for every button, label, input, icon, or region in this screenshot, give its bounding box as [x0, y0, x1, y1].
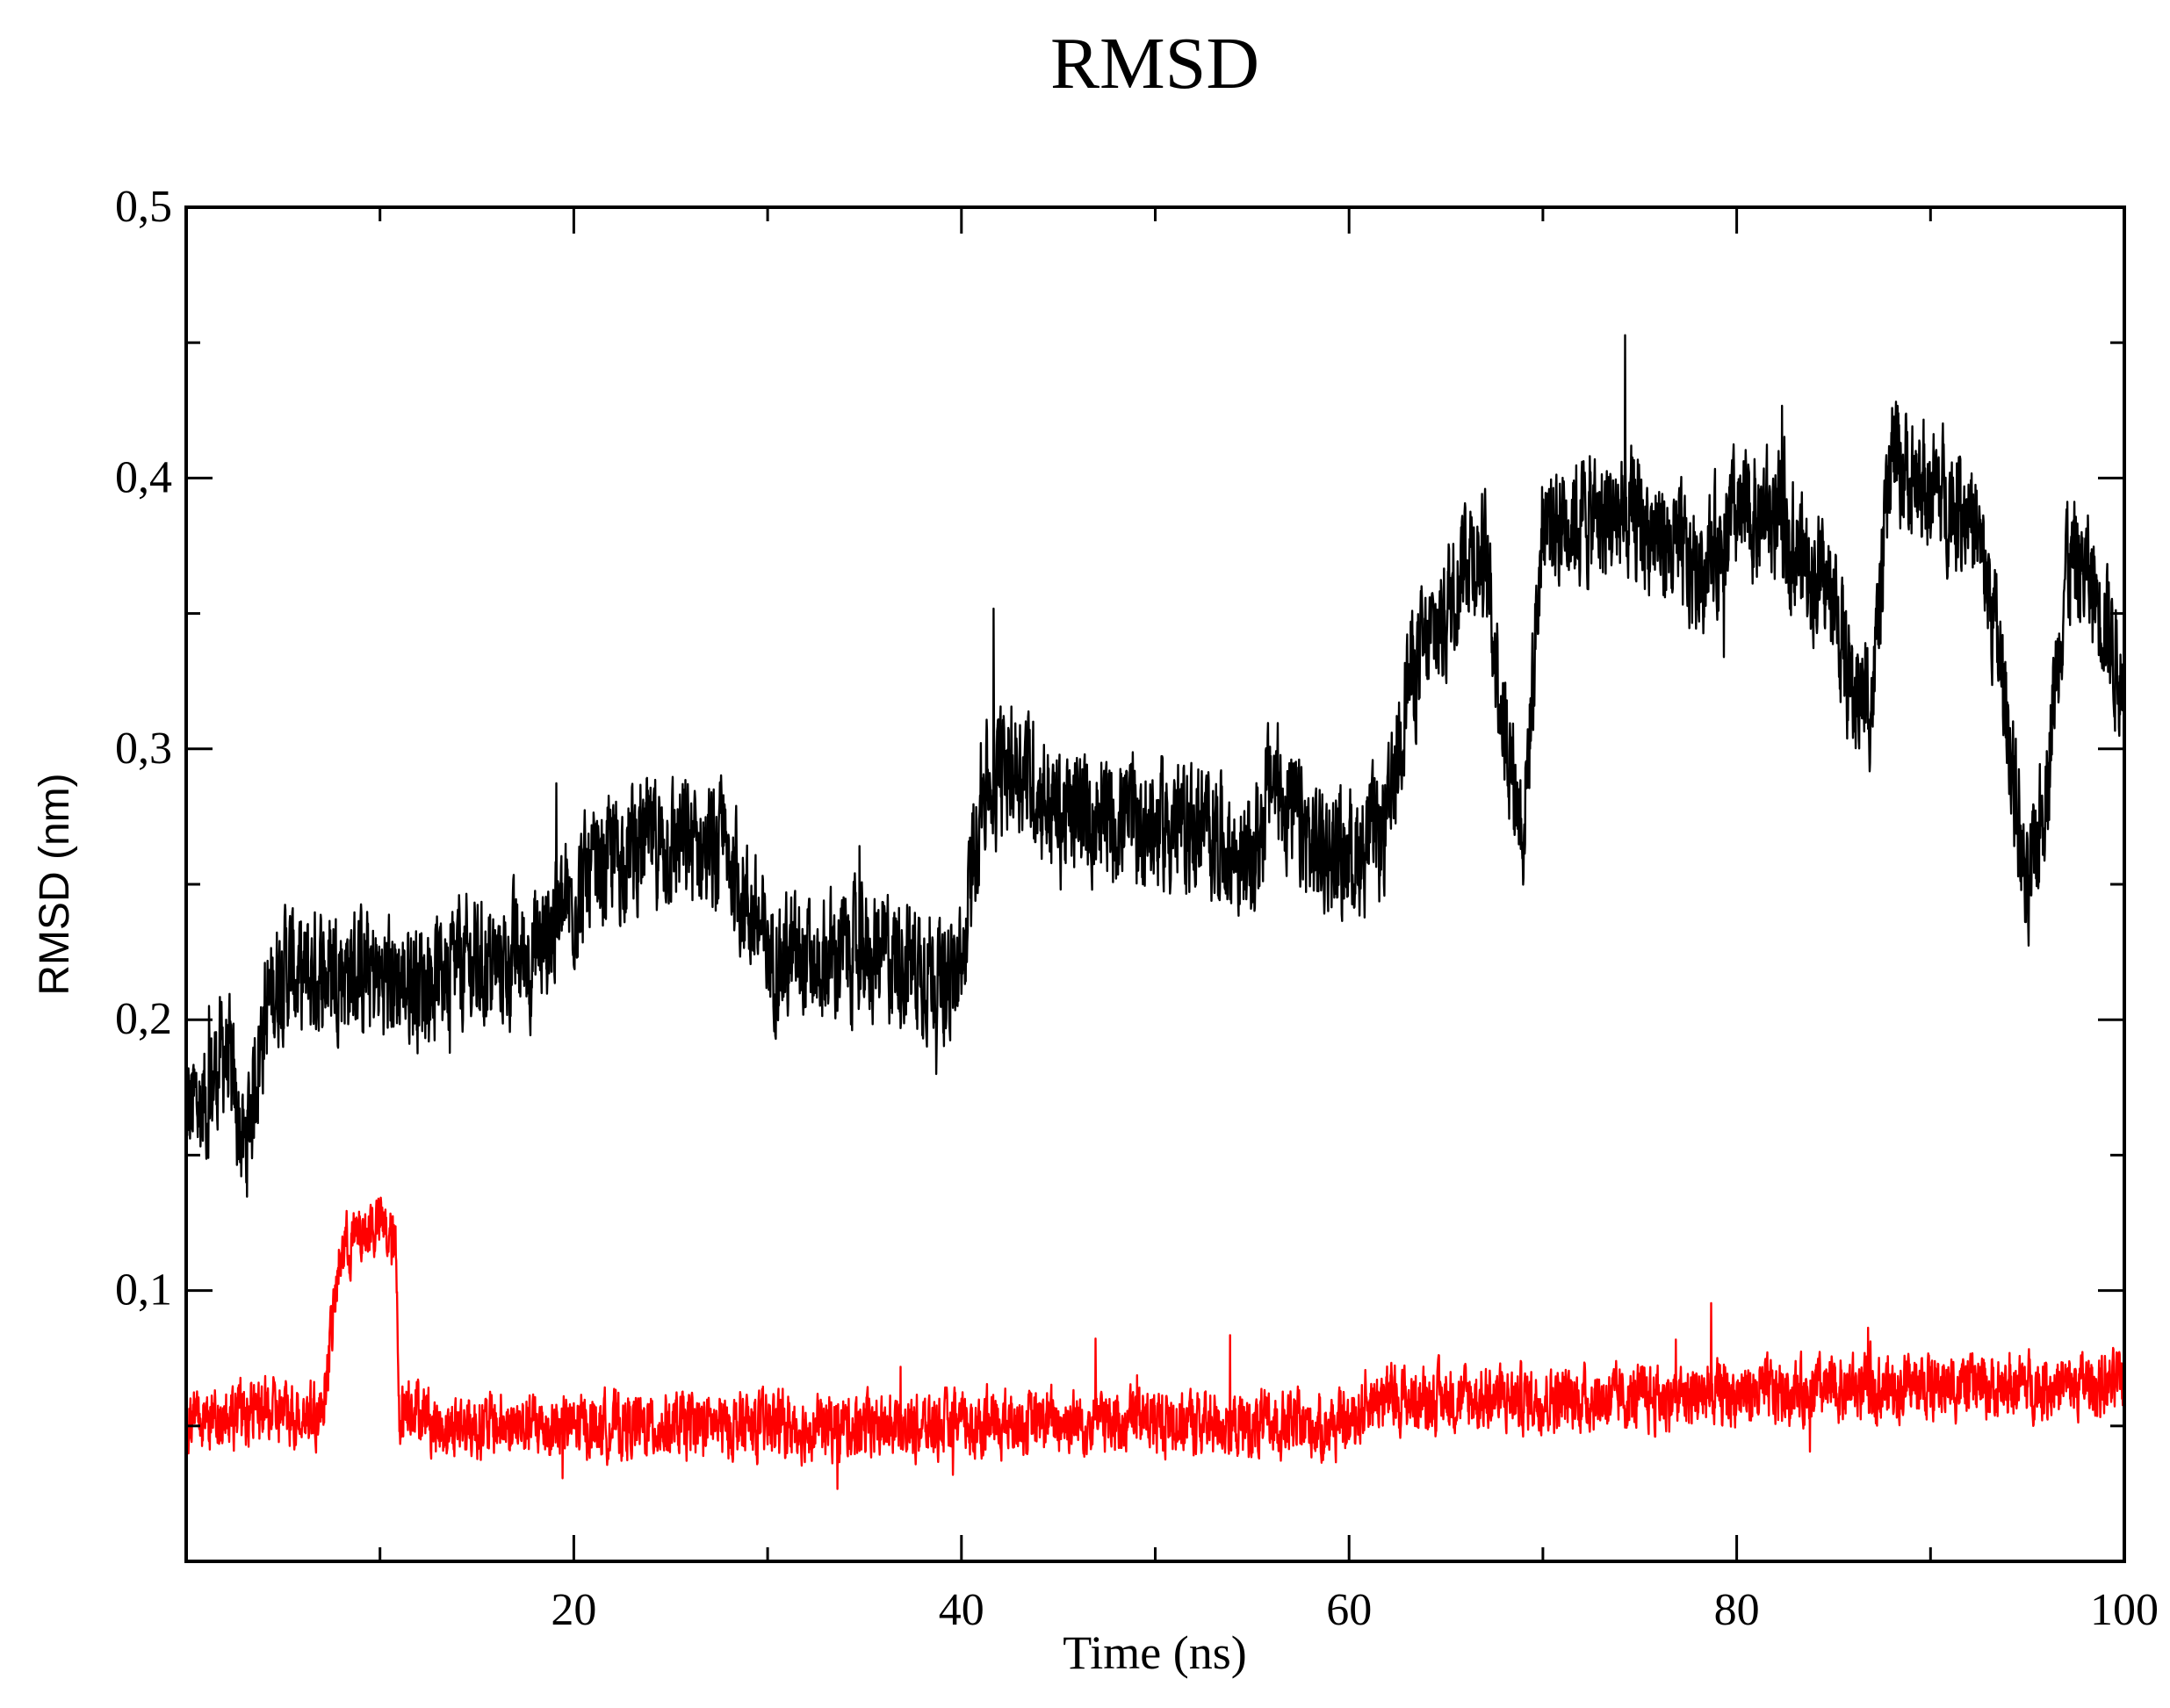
series-line-red [186, 1196, 2124, 1490]
chart-title: RMSD [1050, 23, 1259, 104]
y-tick-label: 0,3 [115, 724, 172, 774]
y-tick-label: 0,4 [115, 452, 172, 502]
x-tick-label: 20 [551, 1585, 596, 1635]
x-tick-label: 60 [1326, 1585, 1372, 1635]
series-line-black [186, 334, 2124, 1198]
x-tick-label: 40 [939, 1585, 984, 1635]
x-tick-label: 100 [2090, 1585, 2159, 1635]
y-axis-label: RMSD (nm) [32, 773, 78, 995]
plot-frame [184, 205, 2126, 1563]
x-tick-label: 80 [1714, 1585, 1760, 1635]
y-tick-label: 0,2 [115, 994, 172, 1044]
y-tick-label: 0,1 [115, 1265, 172, 1315]
ticks-layer: 20 40 60 80 100 0,1 0,2 0,3 0,4 0,5 [115, 182, 2159, 1635]
y-tick-label: 0,5 [115, 182, 172, 232]
x-axis-label: Time (ns) [1063, 1626, 1247, 1679]
series-layer [186, 334, 2124, 1490]
